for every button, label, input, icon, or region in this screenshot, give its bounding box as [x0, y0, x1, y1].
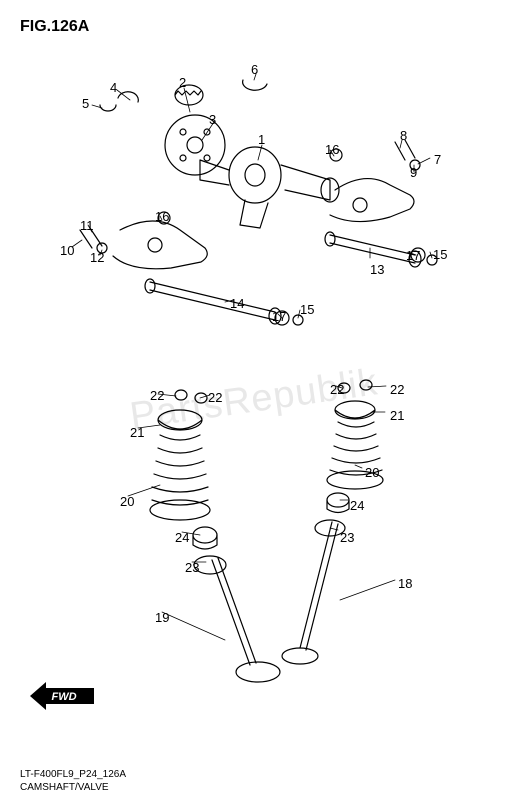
part-sprocket — [165, 85, 225, 175]
fwd-text: FWD — [51, 691, 76, 703]
fwd-badge: FWD — [28, 678, 98, 714]
part-clips — [100, 80, 267, 111]
part-valve-right — [282, 380, 383, 664]
part-valve-left — [150, 390, 280, 682]
part-rocker-left — [80, 149, 342, 325]
part-rocker-right — [325, 140, 437, 267]
leader-lines — [72, 74, 432, 640]
